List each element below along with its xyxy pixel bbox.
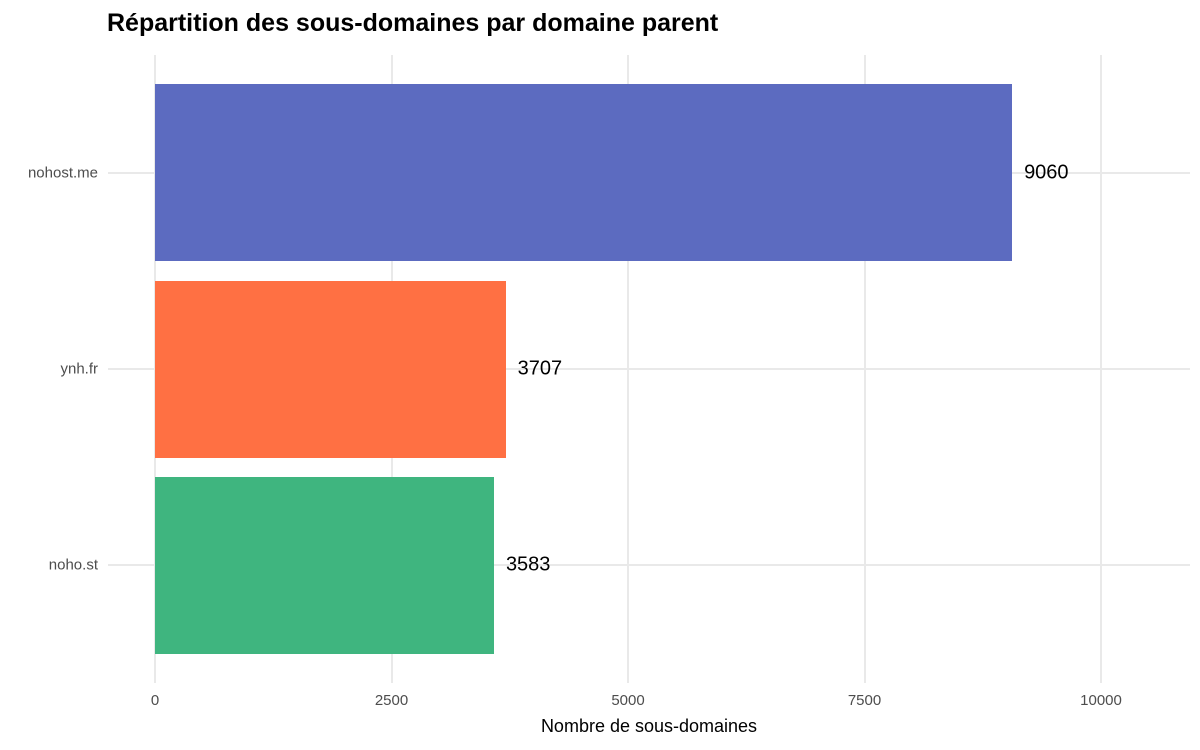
x-tick-label-10000: 10000 [1080, 692, 1122, 709]
x-tick-label-2500: 2500 [374, 692, 409, 709]
bar-noho-st [155, 476, 494, 654]
value-label-nohost-me: 9060 [1024, 161, 1069, 184]
x-tick-label-5000: 5000 [611, 692, 645, 709]
gridline-y-noho-st [108, 564, 1190, 567]
bar-ynh-fr [155, 280, 506, 458]
x-tick-label-7500: 7500 [847, 692, 882, 709]
x-axis-title: Nombre de sous-domaines [540, 716, 758, 736]
value-label-ynh-fr: 3707 [517, 357, 563, 380]
y-axis-label-nohost-me: nohost.me [27, 164, 98, 182]
value-label-noho-st: 3583 [505, 553, 551, 576]
y-axis-label-ynh-fr: ynh.fr [60, 360, 98, 378]
bar-nohost-me [155, 84, 1013, 262]
y-axis-label-noho-st: noho.st [48, 556, 98, 574]
gridline-y-ynh-fr [108, 368, 1190, 370]
plot-panel: 9060 3707 3583 [108, 55, 1190, 683]
x-tick-label-0: 0 [150, 692, 160, 709]
chart-title: Répartition des sous-domaines par domain… [107, 9, 719, 37]
